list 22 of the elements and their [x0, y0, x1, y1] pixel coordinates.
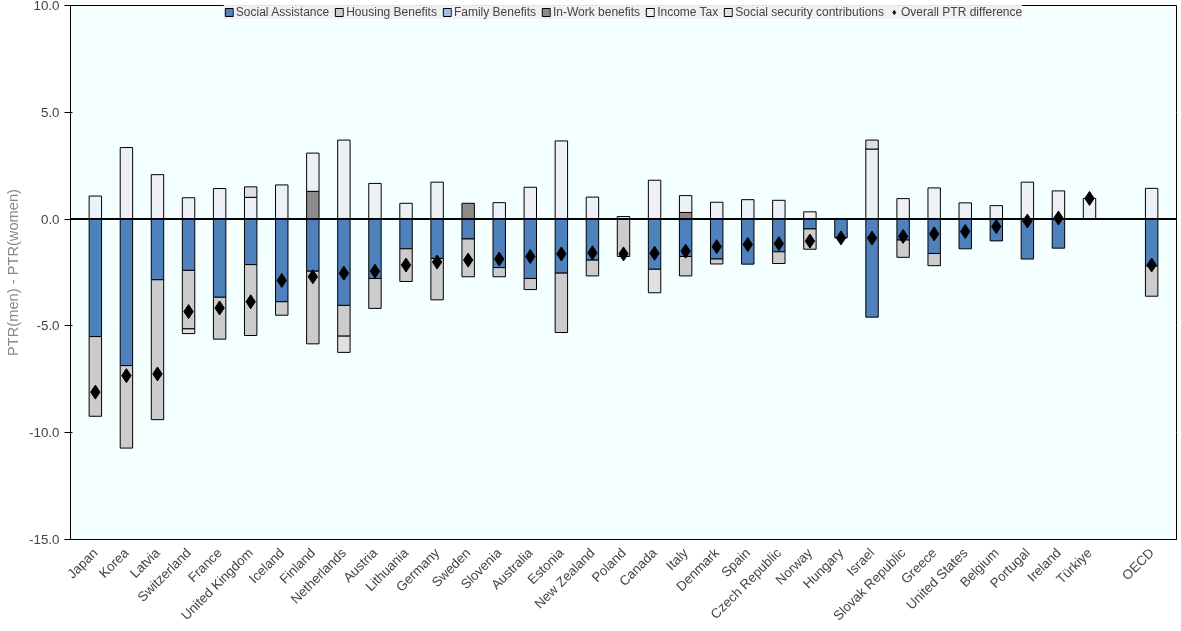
- y-tick-label: -10.0: [29, 425, 60, 441]
- legend-label: Housing Benefits: [346, 5, 437, 19]
- y-axis-title: PTR(men) - PTR(women): [5, 189, 22, 356]
- point: [804, 233, 816, 249]
- point: [338, 265, 350, 281]
- legend-label: Income Tax: [657, 5, 719, 19]
- point: [835, 230, 847, 246]
- point: [400, 257, 412, 273]
- y-tick-label: -5.0: [36, 318, 60, 334]
- legend-label: Family Benefits: [453, 5, 536, 19]
- point: [369, 263, 381, 279]
- legend-label: Overall PTR difference: [901, 5, 1023, 19]
- legend-label: Social Assistance: [235, 5, 330, 19]
- y-tick-label: 10.0: [33, 0, 60, 13]
- legend-label: Social security contributions: [735, 5, 885, 19]
- point: [897, 228, 909, 244]
- point: [431, 254, 443, 270]
- y-tick-label: 0.0: [40, 211, 60, 227]
- point: [866, 230, 878, 246]
- legend-label: In-Work benefits: [552, 5, 641, 19]
- y-tick-label: -15.0: [29, 532, 60, 547]
- y-tick-label: 5.0: [40, 104, 60, 120]
